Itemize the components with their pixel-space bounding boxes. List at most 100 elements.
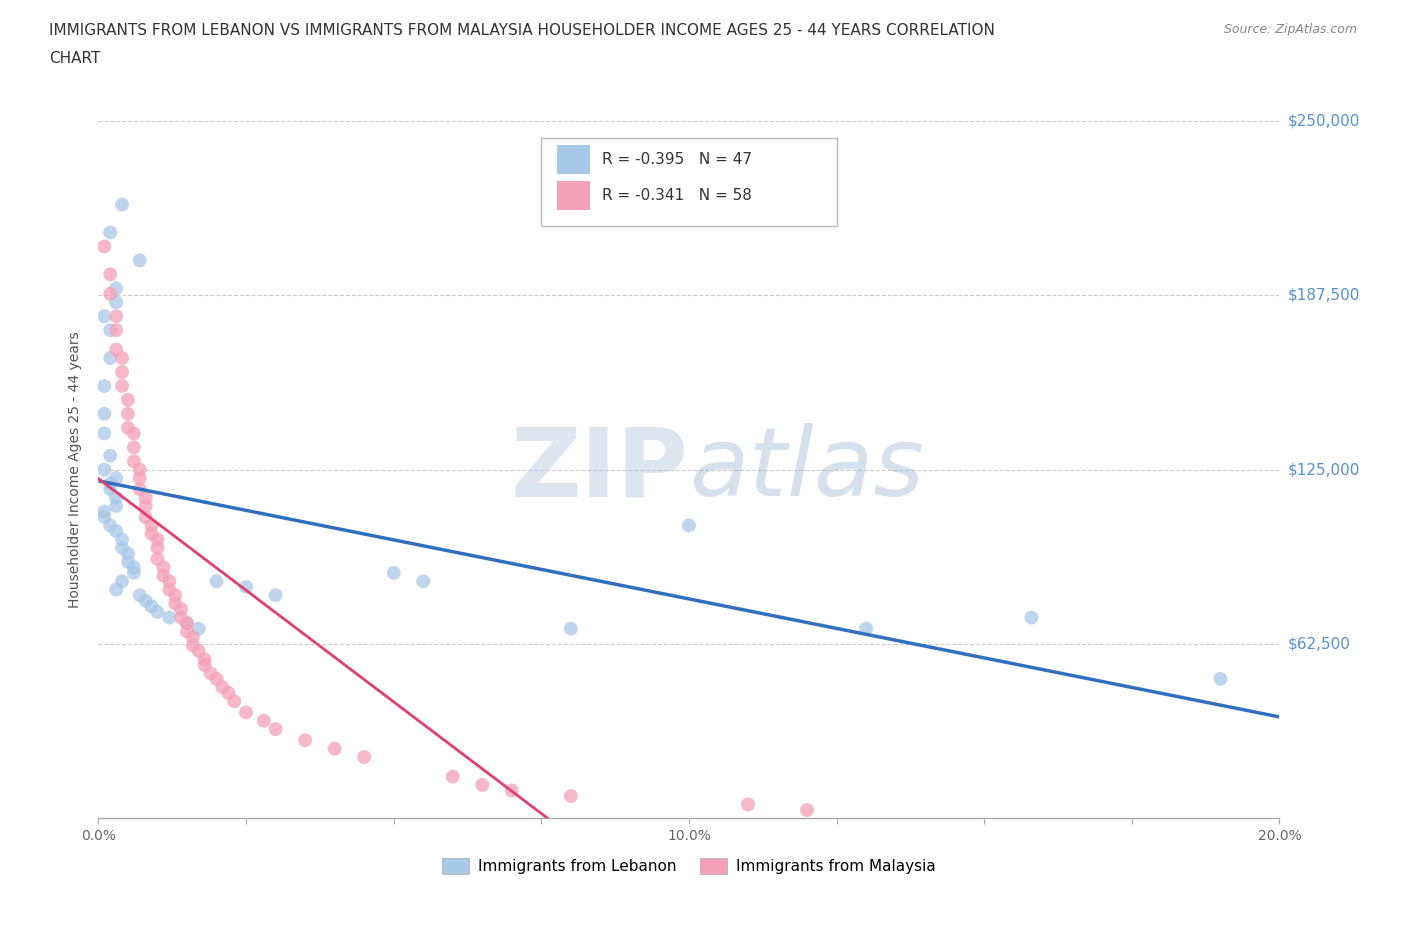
Point bbox=[122, 440, 145, 455]
Point bbox=[253, 713, 276, 728]
Point bbox=[128, 253, 150, 268]
Point bbox=[146, 540, 169, 555]
Point bbox=[471, 777, 494, 792]
Point bbox=[128, 462, 150, 477]
Point bbox=[737, 797, 759, 812]
Point bbox=[235, 705, 257, 720]
Point bbox=[560, 621, 582, 636]
Point bbox=[98, 323, 121, 338]
Point bbox=[93, 426, 115, 441]
Point bbox=[194, 652, 217, 667]
Text: $62,500: $62,500 bbox=[1288, 636, 1351, 652]
Point bbox=[141, 518, 163, 533]
Point bbox=[135, 510, 157, 525]
Point bbox=[111, 540, 134, 555]
Y-axis label: Householder Income Ages 25 - 44 years: Householder Income Ages 25 - 44 years bbox=[69, 331, 83, 608]
Text: R = -0.395   N = 47: R = -0.395 N = 47 bbox=[602, 152, 752, 166]
Point bbox=[294, 733, 316, 748]
Point bbox=[264, 722, 287, 737]
Point bbox=[165, 588, 187, 603]
Point bbox=[105, 582, 128, 597]
Text: IMMIGRANTS FROM LEBANON VS IMMIGRANTS FROM MALAYSIA HOUSEHOLDER INCOME AGES 25 -: IMMIGRANTS FROM LEBANON VS IMMIGRANTS FR… bbox=[49, 23, 995, 38]
Point bbox=[105, 342, 128, 357]
Point bbox=[98, 286, 121, 301]
Point bbox=[157, 574, 180, 589]
Point bbox=[105, 524, 128, 538]
Point bbox=[135, 490, 157, 505]
Point bbox=[205, 574, 228, 589]
Point bbox=[412, 574, 434, 589]
Point bbox=[678, 518, 700, 533]
Text: CHART: CHART bbox=[49, 51, 101, 66]
Point bbox=[128, 588, 150, 603]
FancyBboxPatch shape bbox=[557, 180, 589, 210]
Point bbox=[135, 498, 157, 513]
Point bbox=[93, 504, 115, 519]
Text: Source: ZipAtlas.com: Source: ZipAtlas.com bbox=[1223, 23, 1357, 36]
Point bbox=[117, 406, 139, 421]
Point bbox=[1021, 610, 1043, 625]
Point bbox=[93, 239, 115, 254]
Text: R = -0.341   N = 58: R = -0.341 N = 58 bbox=[602, 188, 751, 203]
Point bbox=[117, 554, 139, 569]
Point bbox=[105, 323, 128, 338]
Point bbox=[181, 638, 204, 653]
Point bbox=[141, 599, 163, 614]
Point bbox=[560, 789, 582, 804]
Point bbox=[105, 281, 128, 296]
Point bbox=[111, 574, 134, 589]
Point bbox=[176, 616, 198, 631]
Point bbox=[187, 621, 209, 636]
Point bbox=[93, 309, 115, 324]
Point bbox=[105, 490, 128, 505]
Point bbox=[105, 295, 128, 310]
Point bbox=[146, 604, 169, 619]
Point bbox=[796, 803, 818, 817]
Point bbox=[117, 546, 139, 561]
Point bbox=[187, 644, 209, 658]
Point bbox=[1209, 671, 1232, 686]
Point bbox=[111, 351, 134, 365]
Point bbox=[111, 379, 134, 393]
Point bbox=[98, 448, 121, 463]
Point bbox=[98, 482, 121, 497]
Point bbox=[165, 596, 187, 611]
Point bbox=[194, 658, 217, 672]
Point bbox=[264, 588, 287, 603]
Legend: Immigrants from Lebanon, Immigrants from Malaysia: Immigrants from Lebanon, Immigrants from… bbox=[436, 852, 942, 881]
Point bbox=[501, 783, 523, 798]
Point bbox=[146, 532, 169, 547]
Point bbox=[117, 420, 139, 435]
Point bbox=[205, 671, 228, 686]
Point bbox=[111, 197, 134, 212]
Point bbox=[353, 750, 375, 764]
Point bbox=[176, 616, 198, 631]
Point bbox=[122, 454, 145, 469]
Point bbox=[170, 610, 193, 625]
Point bbox=[181, 630, 204, 644]
Point bbox=[235, 579, 257, 594]
Text: $187,500: $187,500 bbox=[1288, 287, 1360, 303]
Point bbox=[98, 267, 121, 282]
Point bbox=[170, 602, 193, 617]
Point bbox=[105, 471, 128, 485]
Point bbox=[157, 582, 180, 597]
Point bbox=[152, 560, 174, 575]
Point bbox=[93, 462, 115, 477]
Point bbox=[111, 532, 134, 547]
Point bbox=[105, 498, 128, 513]
Point bbox=[141, 526, 163, 541]
Point bbox=[211, 680, 233, 695]
Point bbox=[98, 351, 121, 365]
Point bbox=[93, 510, 115, 525]
Point bbox=[855, 621, 877, 636]
FancyBboxPatch shape bbox=[541, 139, 837, 226]
Point bbox=[135, 593, 157, 608]
Point bbox=[98, 476, 121, 491]
Point bbox=[93, 379, 115, 393]
Point bbox=[128, 471, 150, 485]
Point bbox=[122, 565, 145, 580]
Point bbox=[152, 568, 174, 583]
FancyBboxPatch shape bbox=[557, 145, 589, 174]
Point bbox=[382, 565, 405, 580]
